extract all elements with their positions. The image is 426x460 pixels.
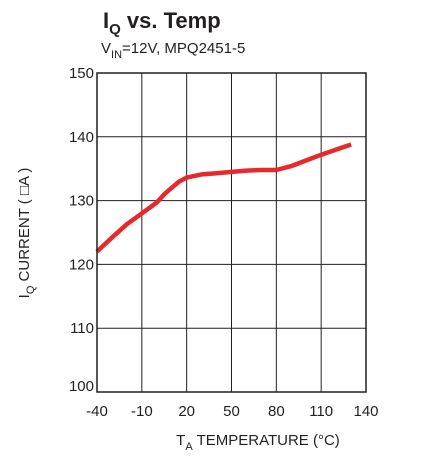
y-tick-label: 150 (69, 65, 94, 82)
series-line (95, 142, 352, 254)
chart-subtitle: VIN=12V, MPQ2451-5 (101, 40, 245, 61)
x-tick-label: 80 (268, 403, 285, 420)
x-tick-label: -40 (86, 403, 108, 420)
series-group (95, 142, 352, 254)
x-tick-label: 50 (223, 403, 240, 420)
y-tick-label: 130 (69, 193, 94, 210)
x-axis-label: TA TEMPERATURE (°C) (176, 432, 340, 453)
grid (96, 72, 367, 393)
x-tick-label: 110 (309, 403, 333, 420)
x-tick-label: 140 (353, 403, 378, 420)
x-tick-label: 20 (178, 403, 195, 420)
y-tick-labels: 100 110 120 130 140 150 (69, 65, 94, 395)
y-tick-label: 110 (70, 320, 94, 337)
y-tick-label: 120 (69, 256, 94, 273)
y-tick-label: 100 (69, 378, 94, 395)
x-tick-labels: -40 -10 20 50 80 110 140 (86, 403, 378, 420)
y-axis-label: IQ CURRENT ( □A ) (16, 168, 37, 299)
x-tick-label: -10 (131, 403, 153, 420)
y-tick-label: 140 (69, 129, 94, 146)
plot-frame (96, 72, 367, 393)
chart-title: IQ vs. Temp (103, 8, 221, 38)
